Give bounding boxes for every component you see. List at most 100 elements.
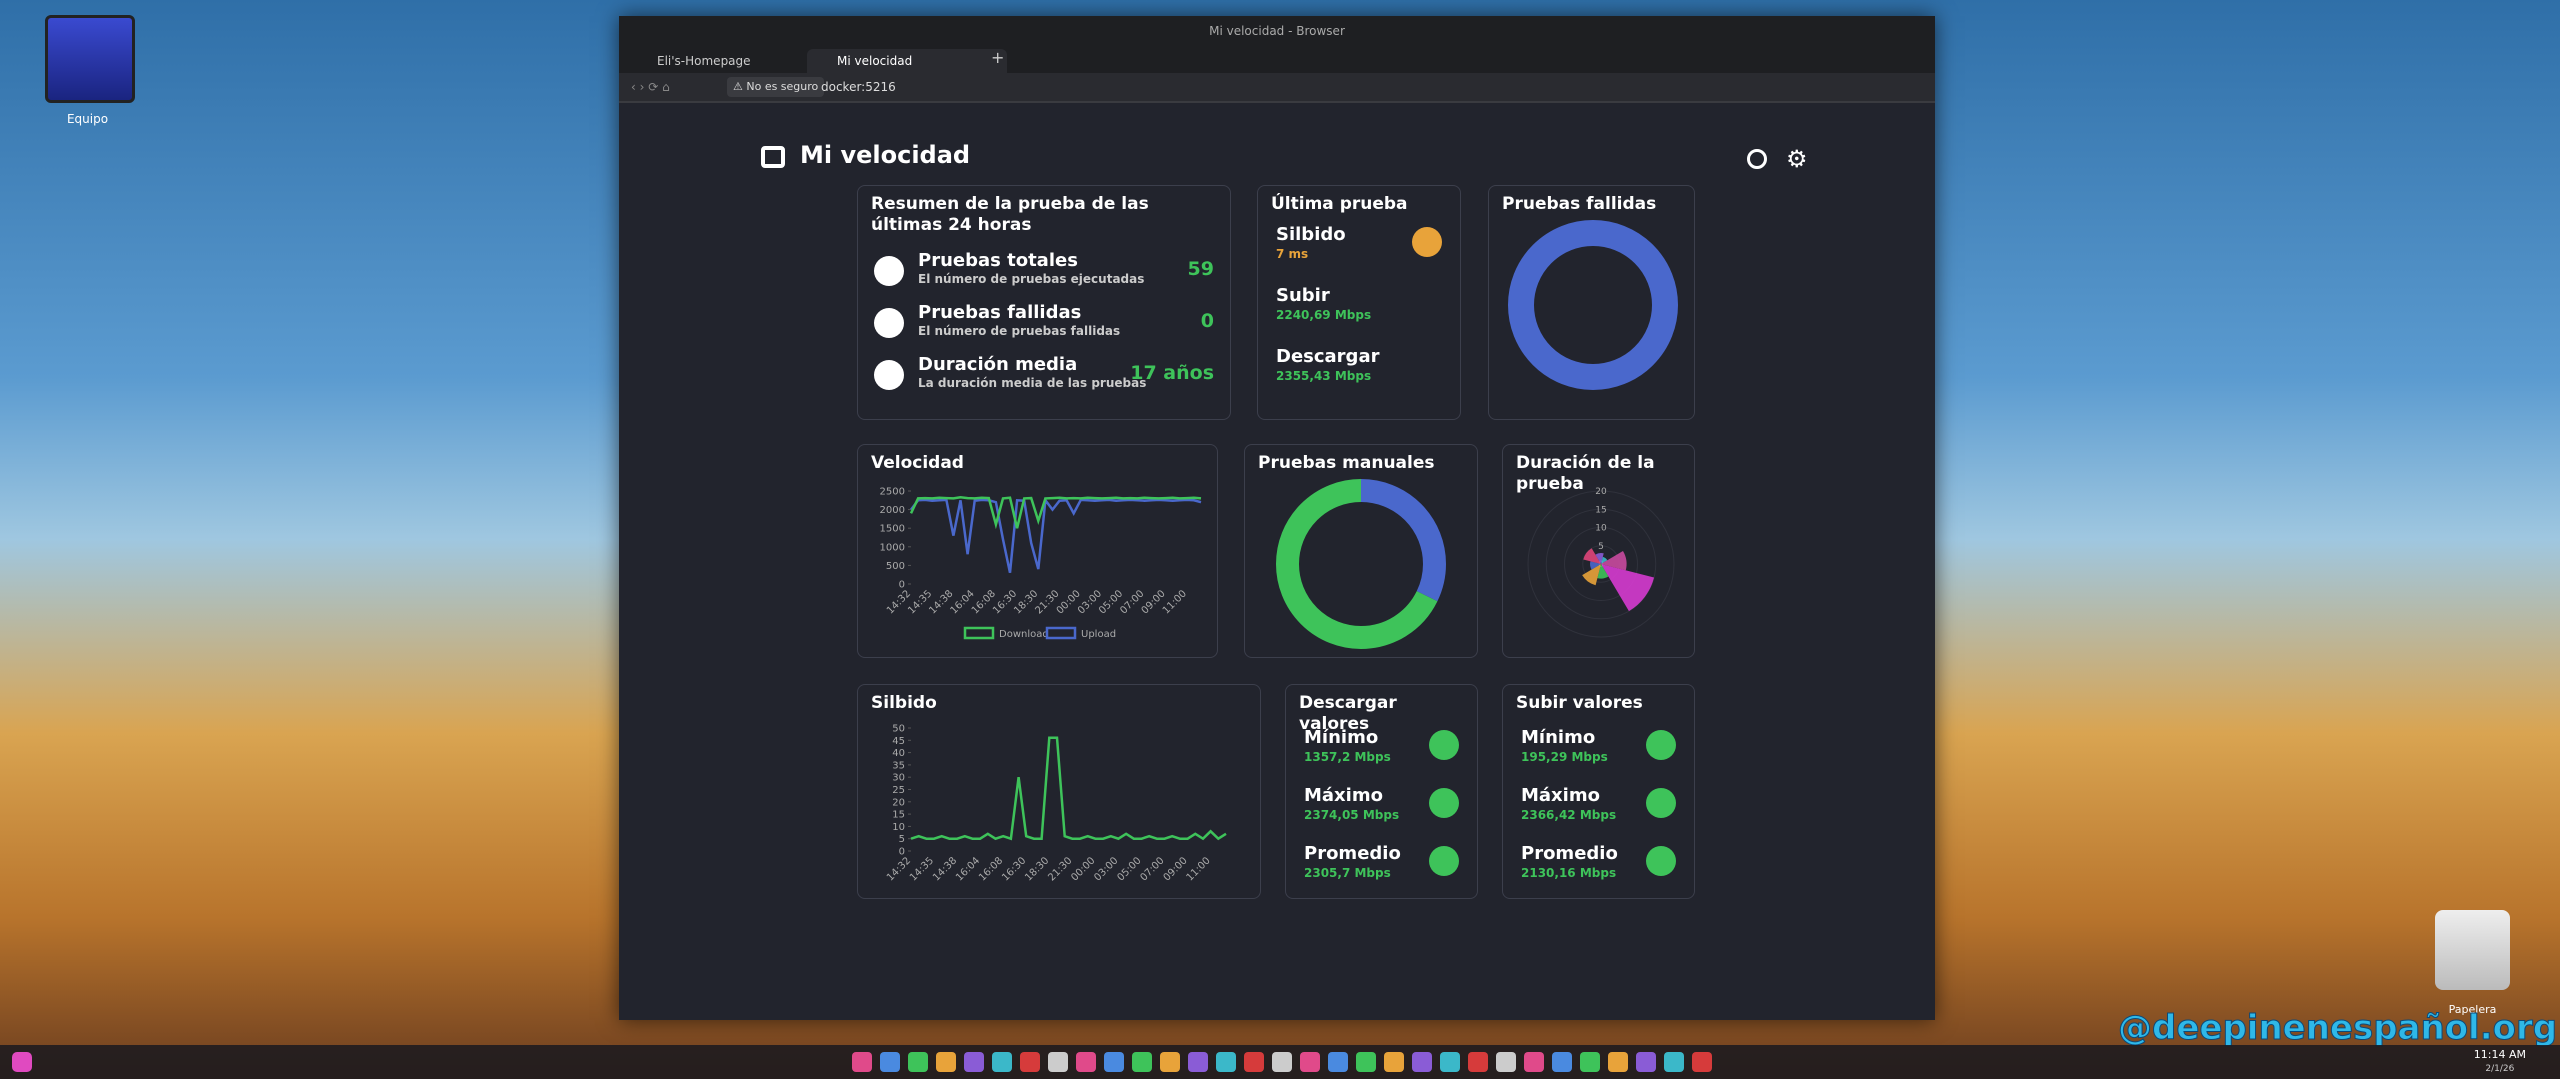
- card-title: Pruebas fallidas: [1502, 194, 1657, 214]
- taskbar-app[interactable]: [908, 1052, 928, 1072]
- y-tick-label: 40: [892, 748, 905, 759]
- card-title: Descargar valores: [1299, 693, 1397, 734]
- taskbar-app[interactable]: [1608, 1052, 1628, 1072]
- taskbar-app[interactable]: [1692, 1052, 1712, 1072]
- row-value: 2374,05 Mbps: [1304, 808, 1400, 822]
- taskbar-app[interactable]: [1468, 1052, 1488, 1072]
- card-title: Subir valores: [1516, 693, 1643, 713]
- y-tick-label: 2500: [880, 487, 905, 498]
- row-label: Promedio: [1304, 843, 1401, 864]
- taskbar-app[interactable]: [1524, 1052, 1544, 1072]
- row-value: 2305,7 Mbps: [1304, 866, 1391, 880]
- x-tick-label: 07:00: [1138, 855, 1166, 883]
- taskbar-app[interactable]: [1664, 1052, 1684, 1072]
- row-icon: [1429, 788, 1459, 818]
- x-tick-label: 05:00: [1115, 855, 1143, 883]
- radial-grid: [1564, 527, 1638, 601]
- stat-desc: La duración media de las pruebas: [918, 376, 1147, 390]
- taskbar-app[interactable]: [1020, 1052, 1040, 1072]
- theme-button[interactable]: [1747, 149, 1767, 169]
- computer-icon[interactable]: [45, 15, 135, 103]
- nav-buttons[interactable]: ‹ › ⟳ ⌂: [631, 80, 670, 94]
- row-value: 2366,42 Mbps: [1521, 808, 1617, 822]
- taskbar-app[interactable]: [1188, 1052, 1208, 1072]
- settings-button[interactable]: ⚙: [1786, 145, 1808, 173]
- donut-segment: [1508, 220, 1678, 390]
- taskbar-app[interactable]: [1160, 1052, 1180, 1072]
- x-tick-label: 14:32: [885, 855, 913, 883]
- window-title: Mi velocidad - Browser: [619, 16, 1935, 46]
- taskbar-app[interactable]: [1580, 1052, 1600, 1072]
- row-label: Promedio: [1521, 843, 1618, 864]
- tab[interactable]: Eli's-Homepage: [657, 54, 751, 68]
- x-tick-label: 16:30: [1000, 855, 1028, 883]
- toolbar: ‹ › ⟳ ⌂ ⚠ No es seguro docker:5216: [619, 73, 1935, 103]
- card: Última prueba Silbido 7 ms Subir 2240,69 Mbp…: [1257, 185, 1461, 420]
- radial-tick-label: 5: [1598, 542, 1604, 552]
- taskbar-app[interactable]: [1076, 1052, 1096, 1072]
- security-chip[interactable]: ⚠ No es seguro: [727, 77, 825, 97]
- radial-grid: [1545, 508, 1657, 620]
- taskbar-app[interactable]: [1300, 1052, 1320, 1072]
- trash-icon[interactable]: [2435, 910, 2510, 990]
- taskbar-app[interactable]: [1412, 1052, 1432, 1072]
- taskbar-app[interactable]: [1496, 1052, 1516, 1072]
- card-title: Velocidad: [871, 453, 964, 473]
- clock[interactable]: 11:14 AM 2/1/26: [2474, 1048, 2526, 1076]
- card: Duración de la prueba05101520: [1502, 444, 1695, 658]
- taskbar-app[interactable]: [992, 1052, 1012, 1072]
- y-tick-label: 35: [892, 760, 905, 771]
- taskbar-app[interactable]: [1440, 1052, 1460, 1072]
- y-tick-label: 30: [892, 773, 905, 784]
- radial-grid: [1527, 490, 1675, 638]
- icon-label[interactable]: Papelera: [2448, 1003, 2497, 1016]
- time: 11:14 AM: [2473, 1048, 2526, 1061]
- taskbar-app[interactable]: [880, 1052, 900, 1072]
- x-tick-label: 21:30: [1046, 855, 1074, 883]
- taskbar-app[interactable]: [1048, 1052, 1068, 1072]
- row-icon: [1412, 288, 1442, 318]
- icon-label[interactable]: Equipo: [66, 112, 109, 126]
- taskbar-app[interactable]: [852, 1052, 872, 1072]
- taskbar-app[interactable]: [1636, 1052, 1656, 1072]
- y-tick-label: 0: [899, 580, 905, 591]
- row-value: 2355,43 Mbps: [1276, 369, 1372, 383]
- taskbar-app[interactable]: [936, 1052, 956, 1072]
- taskbar: 11:14 AM 2/1/26: [0, 1045, 2560, 1079]
- tab[interactable]: Mi velocidad: [807, 49, 1007, 73]
- row-icon: [1412, 349, 1442, 379]
- polar-wedge: [1582, 564, 1601, 586]
- taskbar-app[interactable]: [1272, 1052, 1292, 1072]
- stat-desc: El número de pruebas fallidas: [918, 324, 1121, 338]
- taskbar-app[interactable]: [1552, 1052, 1572, 1072]
- radial-tick-label: 15: [1595, 505, 1606, 515]
- taskbar-app[interactable]: [1328, 1052, 1348, 1072]
- taskbar-app[interactable]: [1132, 1052, 1152, 1072]
- new-tab[interactable]: +: [991, 48, 1005, 67]
- taskbar-app[interactable]: [1384, 1052, 1404, 1072]
- card: Silbido 0 5 10 15 20 25 30 35 40 45 50 14:32 14:35 14:…: [857, 684, 1261, 899]
- url[interactable]: docker:5216: [821, 80, 896, 94]
- card: Velocidad 0 500 1000 1500 2000 2500 14:32 14:35 1…: [857, 444, 1218, 658]
- taskbar-app[interactable]: [964, 1052, 984, 1072]
- stat-label: Pruebas fallidas: [918, 302, 1082, 323]
- taskbar-app[interactable]: [1216, 1052, 1236, 1072]
- legend-swatch: [1045, 626, 1077, 640]
- launcher[interactable]: [12, 1052, 32, 1072]
- date: 2/1/26: [2485, 1064, 2515, 1074]
- page: Mi velocidad ⚙ Resumen de la prueba de l…: [619, 103, 1935, 1020]
- stat-value: 59: [1187, 258, 1214, 280]
- radial-tick-label: 10: [1595, 524, 1607, 534]
- row-icon: [1646, 788, 1676, 818]
- stat-value: 0: [1200, 310, 1214, 332]
- logo: [761, 146, 785, 168]
- stat-icon: [874, 308, 904, 338]
- taskbar-app[interactable]: [1104, 1052, 1124, 1072]
- row-value: 195,29 Mbps: [1521, 750, 1608, 764]
- card-title: Silbido: [871, 693, 937, 713]
- taskbar-app[interactable]: [1244, 1052, 1264, 1072]
- taskbar-app[interactable]: [1356, 1052, 1376, 1072]
